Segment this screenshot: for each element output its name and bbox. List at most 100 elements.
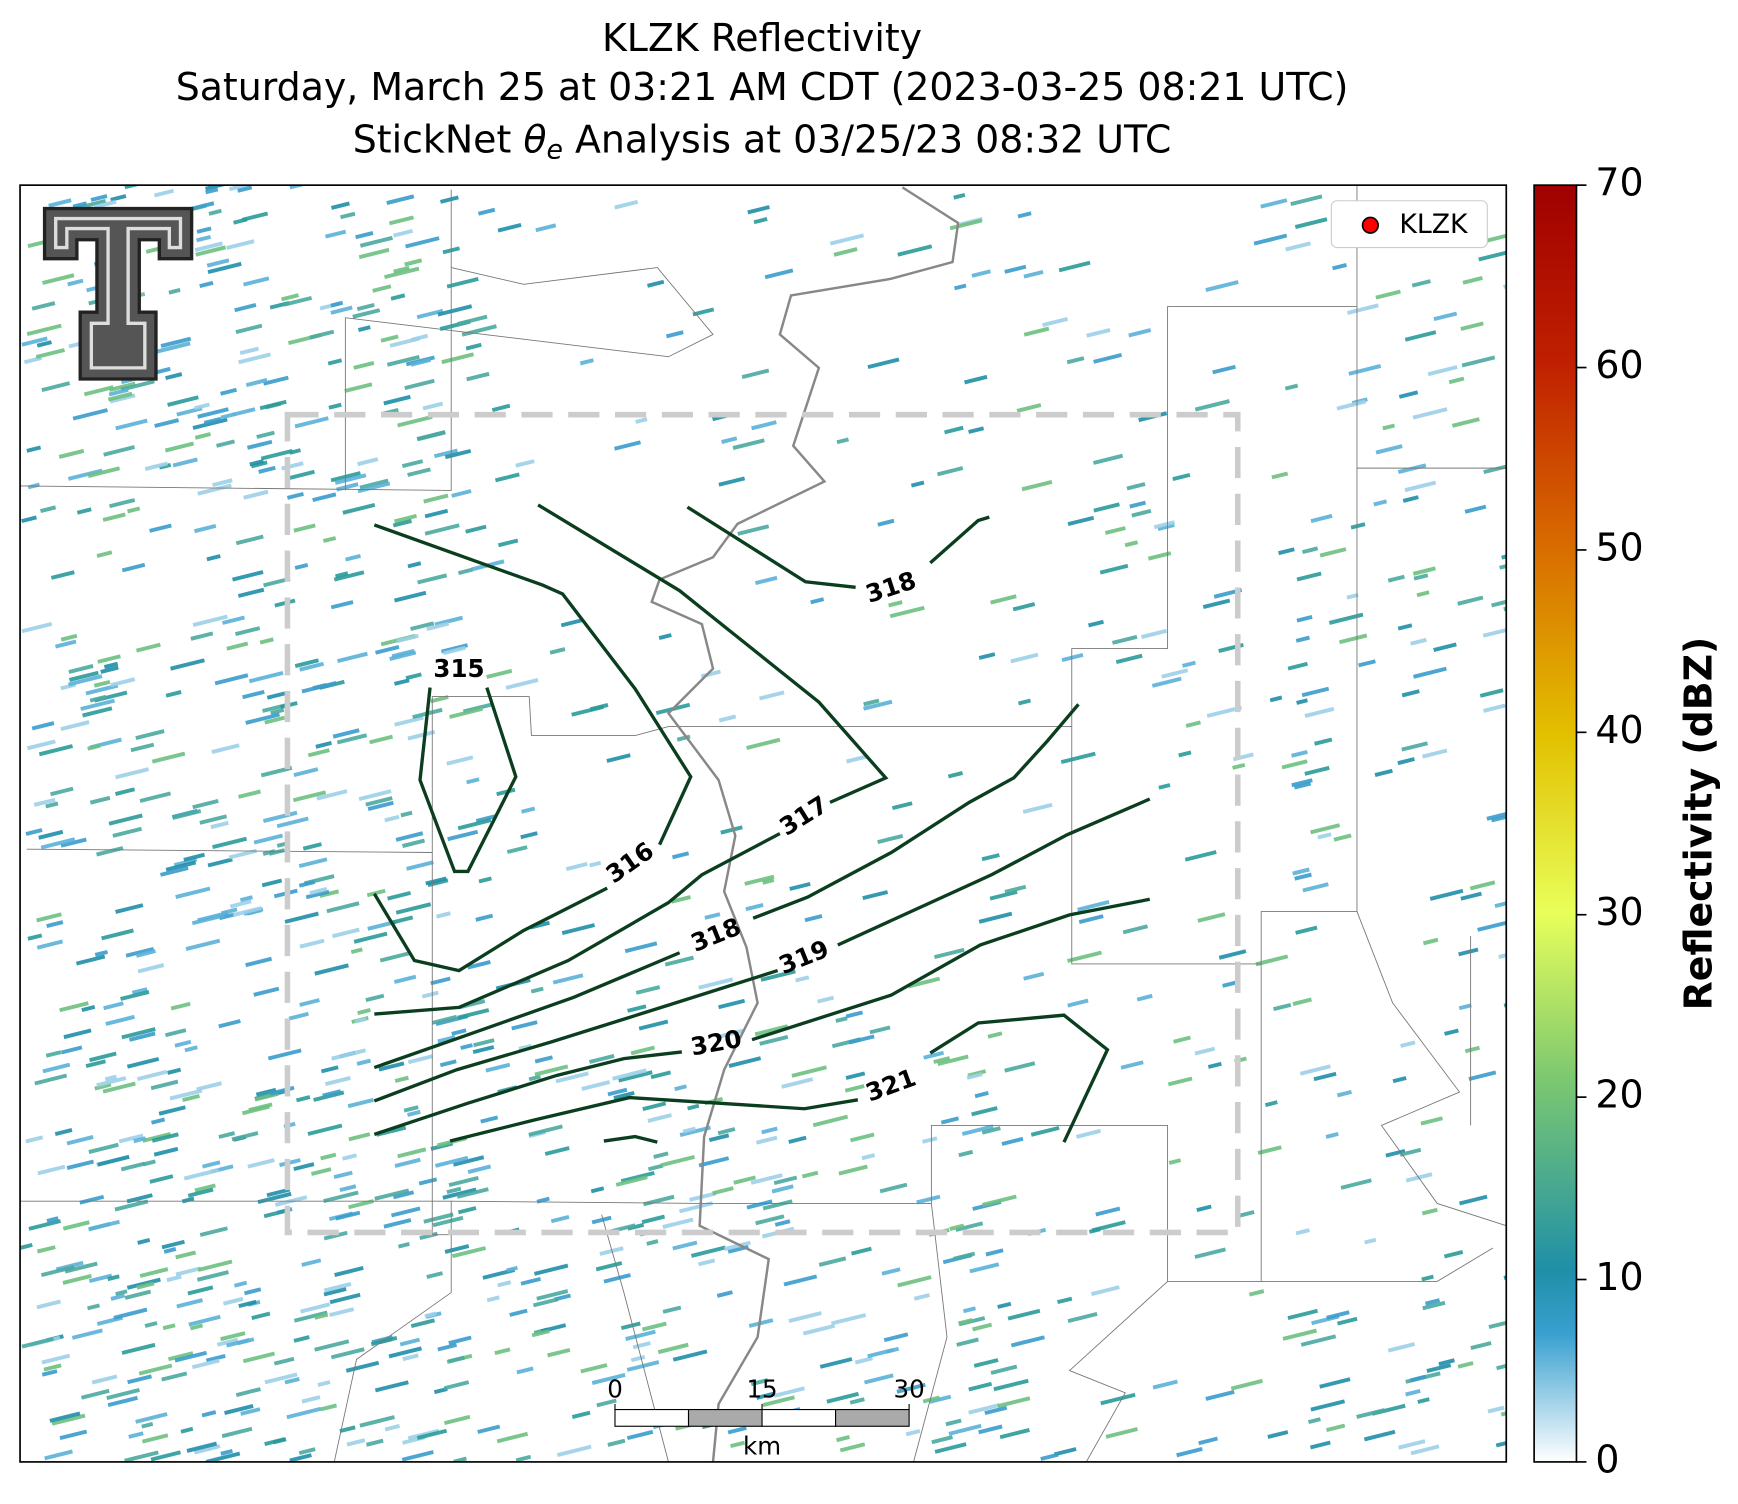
radar-echo (854, 1356, 873, 1365)
radar-echo (1482, 626, 1507, 638)
radar-echo (1151, 676, 1182, 688)
radar-echo (1495, 1440, 1507, 1448)
radar-echo (838, 1164, 868, 1176)
radar-echo (1023, 971, 1045, 981)
radar-echo (175, 1250, 197, 1260)
radar-echo (861, 1153, 876, 1161)
radar-echo (544, 1146, 570, 1156)
radar-echo (773, 1175, 798, 1186)
contour-line (686, 505, 990, 590)
radar-echo (448, 1175, 479, 1188)
radar-echo (579, 358, 594, 366)
radar-echo (299, 661, 325, 672)
scale-segment (835, 1408, 910, 1427)
radar-echo (357, 481, 391, 494)
radar-echo (1178, 750, 1192, 758)
radar-echo (46, 920, 64, 929)
radar-echo (810, 597, 825, 605)
radar-echo (144, 461, 168, 471)
radar-echo (494, 1347, 511, 1356)
radar-echo (284, 911, 319, 924)
radar-echo (127, 1374, 152, 1385)
radar-echo (109, 381, 136, 392)
radar-echo (555, 1071, 589, 1084)
radar-echo (379, 951, 411, 963)
radar-echo (194, 523, 217, 534)
radar-echo (226, 641, 249, 651)
radar-echo (115, 903, 144, 914)
radar-echo (197, 1259, 233, 1272)
radar-echo (62, 1273, 92, 1285)
radar-echo (105, 1014, 135, 1026)
radar-echo (1057, 1296, 1073, 1305)
scale-segment (687, 1408, 763, 1427)
radar-echo (240, 1407, 261, 1416)
radar-echo (126, 1057, 160, 1069)
colorbar-tick-label: 0 (1595, 1437, 1619, 1481)
radar-echo (491, 403, 511, 412)
radar-echo (1093, 352, 1123, 364)
radar-echo (263, 375, 289, 386)
radar-echo (153, 188, 175, 198)
radar-echo (750, 1378, 769, 1387)
radar-echo (549, 647, 566, 655)
radar-echo (783, 1274, 818, 1287)
radar-echo (733, 1175, 756, 1185)
radar-echo (260, 765, 293, 778)
radar-echo (698, 977, 734, 990)
radar-echo (1460, 891, 1482, 901)
radar-echo (625, 1329, 656, 1341)
radar-echo (1023, 269, 1044, 279)
radar-echo (21, 1336, 54, 1349)
radar-echo (1168, 1158, 1182, 1165)
radar-echo (1173, 1035, 1191, 1044)
radar-echo (332, 728, 360, 739)
radar-echo (38, 744, 74, 757)
radar-echo (103, 1001, 124, 1011)
radar-echo (430, 976, 451, 986)
radar-echo (937, 1054, 969, 1067)
radar-echo (210, 820, 229, 830)
radar-echo (151, 1132, 179, 1143)
radar-echo (76, 507, 92, 515)
radar-echo (121, 562, 146, 573)
radar-echo (1295, 1228, 1310, 1236)
radar-echo (863, 699, 893, 711)
radar-echo (1292, 867, 1310, 876)
radar-echo (344, 382, 373, 393)
radar-echo (708, 1133, 730, 1143)
radar-echo (218, 1131, 236, 1139)
radar-echo (108, 387, 129, 397)
radar-echo (1451, 417, 1480, 428)
radar-echo (478, 876, 492, 884)
radar-echo (1060, 751, 1096, 765)
radar-echo (142, 1159, 156, 1167)
radar-echo (1375, 289, 1401, 300)
radar-echo (71, 1328, 103, 1340)
radar-echo (477, 1424, 501, 1434)
radar-echo (1483, 703, 1506, 713)
radar-echo (358, 789, 392, 802)
radar-echo (1093, 502, 1120, 513)
radar-echo (139, 1267, 169, 1278)
radar-echo (356, 302, 375, 311)
radar-echo (136, 642, 161, 653)
radar-echo (1479, 688, 1504, 698)
radar-echo (289, 1453, 312, 1462)
radar-echo (150, 1450, 181, 1462)
radar-echo (221, 907, 238, 916)
radar-echo (397, 1241, 410, 1249)
radar-echo (534, 1064, 569, 1077)
contour-line (373, 797, 1151, 1103)
radar-echo (624, 941, 658, 954)
radar-echo (581, 1080, 611, 1091)
radar-echo (716, 1290, 733, 1298)
radar-echo (192, 799, 219, 810)
radar-echo (1232, 752, 1254, 762)
radar-echo (981, 853, 1000, 862)
contours (372, 503, 1151, 1144)
radar-echo (1238, 1210, 1255, 1218)
radar-echo (258, 465, 276, 474)
radar-echo (41, 1353, 71, 1365)
radar-echo (192, 614, 228, 627)
